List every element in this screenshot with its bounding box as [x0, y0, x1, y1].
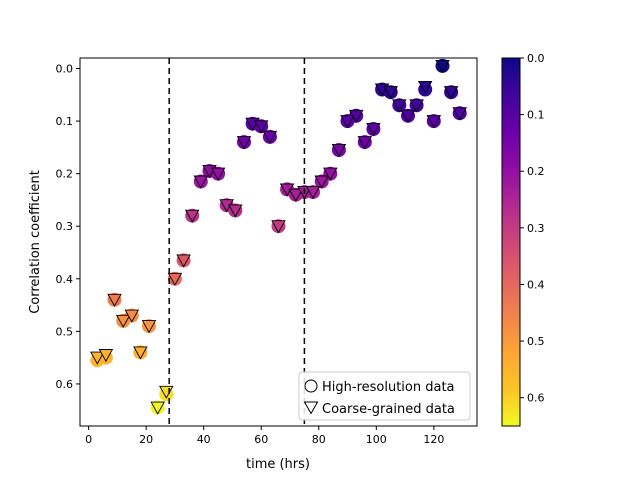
data-point-triangle	[150, 401, 165, 415]
data-point-triangle	[366, 122, 381, 137]
legend-triangle-marker	[303, 401, 319, 415]
data-point-triangle	[228, 204, 243, 218]
data-point-triangle	[383, 86, 398, 100]
colorbar-tick-label: 0.1	[527, 109, 545, 122]
data-point-triangle	[115, 314, 131, 328]
colorbar-tick-label: 0.3	[527, 222, 545, 235]
x-tick-label: 20	[139, 433, 153, 446]
data-point-triangle	[331, 144, 347, 158]
y-tick-label: 0.6	[56, 378, 74, 391]
data-point-triangle	[443, 86, 459, 100]
x-tick-label: 120	[423, 433, 444, 446]
data-point-triangle	[210, 167, 226, 181]
data-point-triangle	[288, 188, 304, 202]
legend-entry-high-resolution: High-resolution data	[322, 380, 455, 395]
data-layer	[90, 58, 467, 415]
colorbar-tick-label: 0.6	[527, 392, 545, 405]
x-tick-label: 40	[197, 433, 211, 446]
colorbar-tick-label: 0.5	[527, 335, 545, 348]
colorbar-tick-label: 0.2	[527, 165, 545, 178]
data-point-triangle	[124, 309, 140, 323]
data-point-triangle	[262, 130, 278, 144]
data-point-triangle	[107, 293, 122, 307]
y-tick-label: 0.3	[56, 220, 74, 233]
x-tick-label: 0	[85, 433, 92, 446]
data-point-triangle	[236, 136, 252, 150]
data-point-triangle	[392, 99, 407, 113]
data-point-triangle	[435, 59, 450, 74]
plot-area-frame	[79, 57, 478, 427]
colorbar-tick-label: 0.4	[527, 278, 545, 291]
data-point-triangle	[314, 175, 329, 189]
y-tick-label: 0.0	[56, 63, 74, 76]
data-point-triangle	[141, 320, 157, 334]
data-point-triangle	[253, 120, 269, 134]
data-point-triangle	[305, 186, 321, 200]
data-point-triangle	[426, 115, 442, 129]
y-tick-label: 0.2	[56, 168, 74, 181]
data-point-triangle	[340, 115, 355, 129]
data-point-triangle	[133, 346, 148, 360]
y-tick-label: 0.5	[56, 325, 74, 338]
data-point-triangle	[184, 209, 200, 223]
data-point-triangle	[98, 349, 114, 363]
data-point-triangle	[90, 351, 105, 365]
colorbar	[501, 57, 521, 427]
x-tick-label: 80	[312, 433, 326, 446]
legend-frame	[298, 371, 471, 421]
data-point-triangle	[271, 220, 286, 234]
legend: High-resolution data Coarse-grained data	[298, 371, 471, 421]
data-point-triangle	[452, 107, 467, 121]
data-point-triangle	[167, 272, 183, 286]
y-axis-label: Correlation coefficient	[28, 170, 43, 314]
data-point-triangle	[323, 167, 338, 181]
y-tick-label: 0.4	[56, 273, 74, 286]
legend-circle-marker	[304, 379, 318, 393]
data-point-triangle	[409, 99, 424, 113]
data-point-triangle	[400, 109, 416, 123]
x-tick-label: 60	[254, 433, 268, 446]
colorbar-tick-label: 0.0	[527, 52, 545, 65]
x-axis-label: time (hrs)	[246, 457, 310, 472]
y-tick-label: 0.1	[56, 115, 74, 128]
data-point-triangle	[348, 109, 364, 123]
data-point-triangle	[176, 254, 191, 268]
legend-entry-coarse-grained: Coarse-grained data	[322, 402, 455, 417]
data-point-triangle	[357, 136, 373, 150]
data-point-triangle	[417, 80, 433, 95]
x-tick-label: 100	[366, 433, 387, 446]
data-point-triangle	[193, 175, 209, 189]
